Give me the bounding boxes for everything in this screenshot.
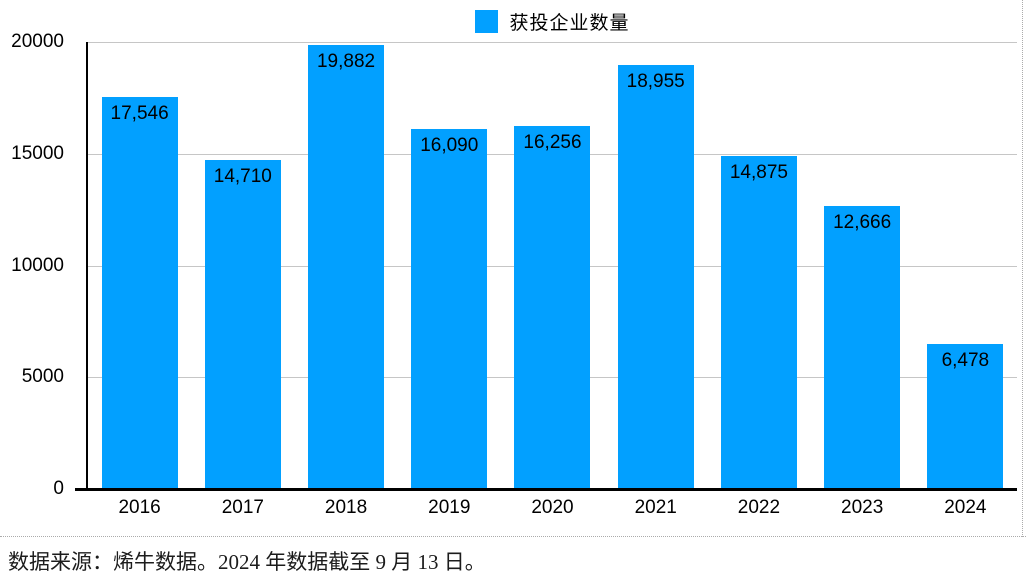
bar-value-label: 6,478: [941, 349, 990, 371]
x-tick-label: 2019: [428, 497, 471, 518]
x-tick-label: 2018: [324, 497, 368, 518]
bar-2021: 18,955: [617, 65, 694, 488]
bar-2019: 16,090: [411, 129, 488, 488]
bar-slot: 14,875: [707, 42, 810, 488]
x-tick-label: 2020: [531, 497, 574, 518]
plot-area: 17,546 14,710 19,882 16,090 16,256 18,955 14,8…: [88, 42, 1017, 488]
y-axis-labels: 0 5000 10000 15000 20000: [0, 31, 64, 499]
x-tick-label: 2023: [841, 497, 884, 518]
bar-value-label: 16,090: [420, 135, 479, 157]
bar-slot: 17,546: [88, 42, 191, 488]
bar-value-label: 19,882: [316, 50, 376, 72]
y-tick-label: 5000: [21, 366, 64, 388]
bar-chart: 获投企业数量 0 5000 10000 15000 20000 17,546 14,710…: [0, 0, 1026, 537]
bar-slot: 19,882: [294, 42, 397, 488]
bar-value-label: 14,710: [213, 165, 272, 187]
y-tick-label: 10000: [11, 254, 64, 276]
x-axis-line: [75, 488, 1017, 491]
bar-value-label: 14,875: [729, 162, 788, 184]
bar-value-label: 18,955: [626, 71, 685, 93]
bar-slot: 16,090: [398, 42, 501, 488]
legend-label: 获投企业数量: [509, 12, 630, 34]
bar-2017: 14,710: [204, 159, 281, 488]
frame-right-border: [1022, 0, 1023, 537]
bar-value-label: 17,546: [110, 102, 169, 124]
bar-slot: 6,478: [914, 42, 1017, 488]
y-tick-label: 20000: [11, 31, 64, 52]
x-tick-label: 2024: [944, 497, 987, 518]
x-tick-label: 2021: [634, 497, 677, 518]
frame-bottom-border: [0, 536, 1026, 537]
source-note: 数据来源：烯牛数据。2024 年数据截至 9 月 13 日。: [8, 550, 486, 574]
bar-slot: 18,955: [604, 42, 707, 488]
x-tick-label: 2016: [118, 497, 161, 518]
bar-2020: 16,256: [514, 125, 591, 488]
bar-slot: 16,256: [501, 42, 604, 488]
bar-value-label: 16,256: [523, 131, 582, 153]
y-tick-label: 0: [53, 478, 64, 499]
bar-slot: 12,666: [811, 42, 914, 488]
x-tick-label: 2022: [737, 497, 781, 518]
bar-2016: 17,546: [101, 96, 178, 488]
bar-slot: 14,710: [191, 42, 294, 488]
legend: 获投企业数量: [88, 8, 1017, 34]
bar-2022: 14,875: [720, 156, 797, 488]
bar-2018: 19,882: [308, 44, 385, 488]
x-axis-labels: 2016 2017 2018 2019 2020 2021 2022 2023 2024: [88, 497, 1017, 519]
y-axis-line: [86, 42, 88, 489]
bar-2024: 6,478: [927, 343, 1004, 488]
bar-2023: 12,666: [824, 205, 901, 488]
gridline: [88, 42, 1017, 43]
bar-value-label: 12,666: [833, 211, 892, 233]
y-tick-label: 15000: [11, 142, 64, 164]
legend-swatch: [475, 9, 499, 33]
x-tick-label: 2017: [221, 497, 264, 518]
